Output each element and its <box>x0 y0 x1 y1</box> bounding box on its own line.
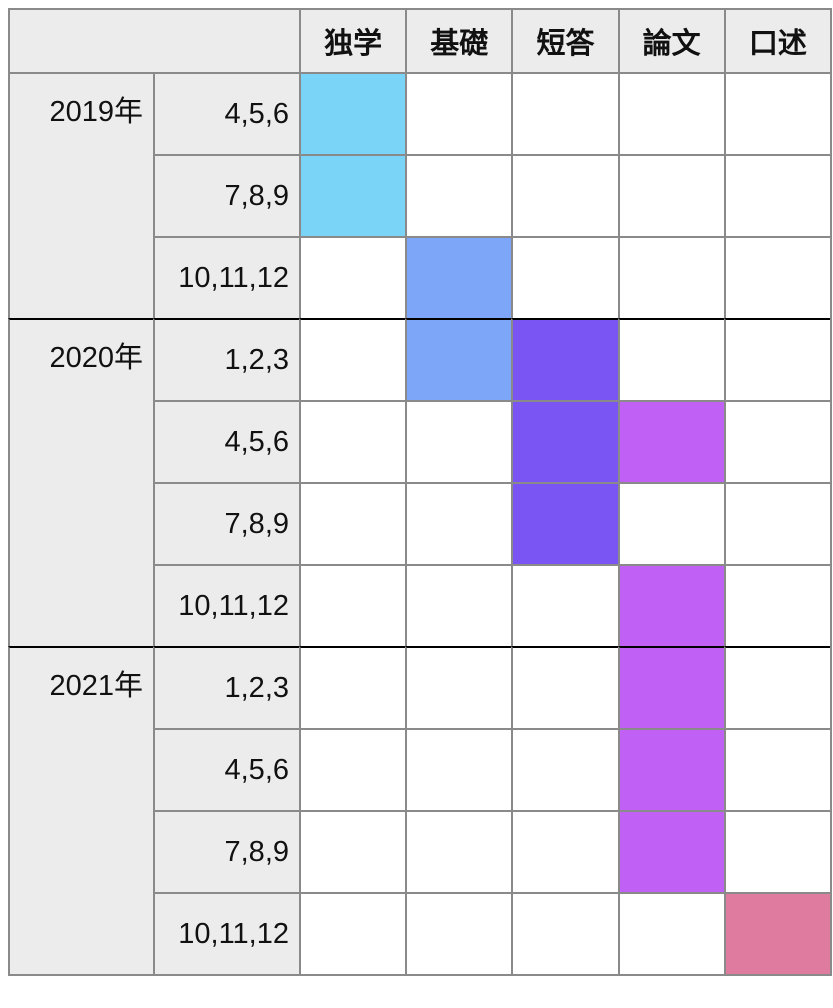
empty-cell <box>405 646 512 728</box>
empty-cell <box>299 564 406 646</box>
empty-cell <box>511 564 618 646</box>
empty-cell <box>617 892 724 974</box>
empty-cell <box>405 400 512 482</box>
empty-cell <box>511 154 618 236</box>
active-cell <box>299 72 406 154</box>
active-cell <box>617 728 724 810</box>
empty-cell <box>299 482 406 564</box>
month-label: 4,5,6 <box>153 72 299 154</box>
month-label: 7,8,9 <box>153 482 299 564</box>
empty-cell <box>405 728 512 810</box>
empty-cell <box>405 892 512 974</box>
empty-cell <box>723 400 830 482</box>
empty-cell <box>511 236 618 318</box>
month-label: 7,8,9 <box>153 154 299 236</box>
active-cell <box>405 318 512 400</box>
year-label: 2020年 <box>8 318 153 646</box>
empty-cell <box>723 810 830 892</box>
active-cell <box>617 810 724 892</box>
column-header: 短答 <box>511 8 618 72</box>
year-label: 2019年 <box>8 72 153 318</box>
empty-cell <box>405 810 512 892</box>
month-label: 4,5,6 <box>153 400 299 482</box>
empty-cell <box>617 154 724 236</box>
empty-cell <box>299 892 406 974</box>
active-cell <box>617 646 724 728</box>
empty-cell <box>617 318 724 400</box>
month-label: 10,11,12 <box>153 892 299 974</box>
active-cell <box>299 154 406 236</box>
active-cell <box>511 400 618 482</box>
column-header: 口述 <box>723 8 830 72</box>
empty-cell <box>723 236 830 318</box>
column-header: 論文 <box>617 8 724 72</box>
empty-cell <box>723 154 830 236</box>
active-cell <box>617 564 724 646</box>
empty-cell <box>511 72 618 154</box>
active-cell <box>511 318 618 400</box>
empty-cell <box>511 810 618 892</box>
corner-cell <box>8 8 299 72</box>
empty-cell <box>405 482 512 564</box>
empty-cell <box>299 318 406 400</box>
empty-cell <box>723 728 830 810</box>
empty-cell <box>299 400 406 482</box>
month-label: 4,5,6 <box>153 728 299 810</box>
month-label: 1,2,3 <box>153 646 299 728</box>
empty-cell <box>723 646 830 728</box>
month-label: 1,2,3 <box>153 318 299 400</box>
empty-cell <box>723 318 830 400</box>
empty-cell <box>511 728 618 810</box>
empty-cell <box>299 728 406 810</box>
empty-cell <box>617 72 724 154</box>
empty-cell <box>405 72 512 154</box>
empty-cell <box>405 564 512 646</box>
active-cell <box>617 400 724 482</box>
empty-cell <box>723 72 830 154</box>
month-label: 10,11,12 <box>153 236 299 318</box>
empty-cell <box>723 564 830 646</box>
column-header: 独学 <box>299 8 406 72</box>
active-cell <box>511 482 618 564</box>
active-cell <box>723 892 830 974</box>
empty-cell <box>405 154 512 236</box>
empty-cell <box>617 482 724 564</box>
active-cell <box>405 236 512 318</box>
empty-cell <box>299 810 406 892</box>
empty-cell <box>299 236 406 318</box>
month-label: 10,11,12 <box>153 564 299 646</box>
empty-cell <box>617 236 724 318</box>
empty-cell <box>511 646 618 728</box>
empty-cell <box>511 892 618 974</box>
empty-cell <box>723 482 830 564</box>
month-label: 7,8,9 <box>153 810 299 892</box>
empty-cell <box>299 646 406 728</box>
column-header: 基礎 <box>405 8 512 72</box>
year-label: 2021年 <box>8 646 153 974</box>
